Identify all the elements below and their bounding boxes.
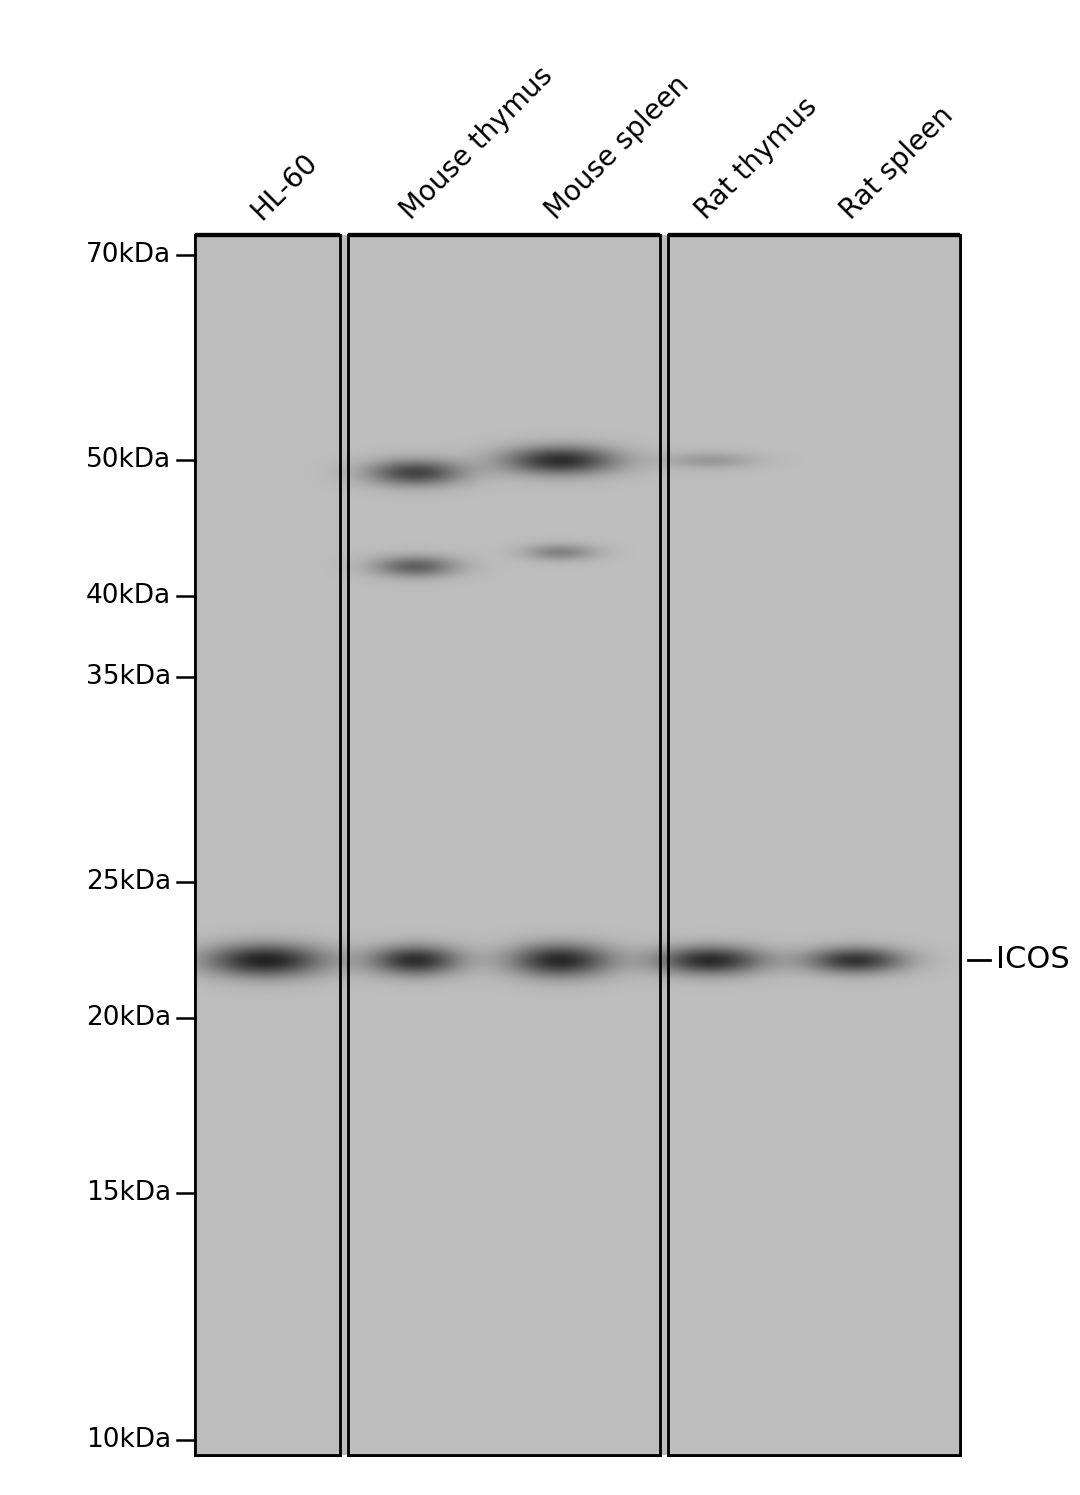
Text: ICOS: ICOS — [996, 945, 1070, 975]
Text: 25kDa: 25kDa — [86, 869, 171, 896]
Text: 15kDa: 15kDa — [86, 1180, 171, 1206]
Bar — [669, 235, 960, 1455]
Text: 50kDa: 50kDa — [86, 447, 171, 472]
Text: Mouse spleen: Mouse spleen — [540, 70, 694, 226]
Text: 20kDa: 20kDa — [86, 1005, 171, 1032]
Text: Rat spleen: Rat spleen — [835, 102, 959, 226]
Bar — [348, 235, 660, 1455]
Bar — [348, 235, 660, 1455]
Bar — [669, 235, 960, 1455]
Text: 70kDa: 70kDa — [86, 242, 171, 268]
Text: HL-60: HL-60 — [245, 148, 323, 226]
Text: 40kDa: 40kDa — [86, 583, 171, 608]
Text: 35kDa: 35kDa — [86, 664, 171, 691]
Text: Rat thymus: Rat thymus — [690, 93, 823, 226]
Bar — [195, 235, 340, 1455]
Text: Mouse thymus: Mouse thymus — [395, 61, 558, 226]
Text: 10kDa: 10kDa — [86, 1428, 171, 1453]
Bar — [195, 235, 340, 1455]
